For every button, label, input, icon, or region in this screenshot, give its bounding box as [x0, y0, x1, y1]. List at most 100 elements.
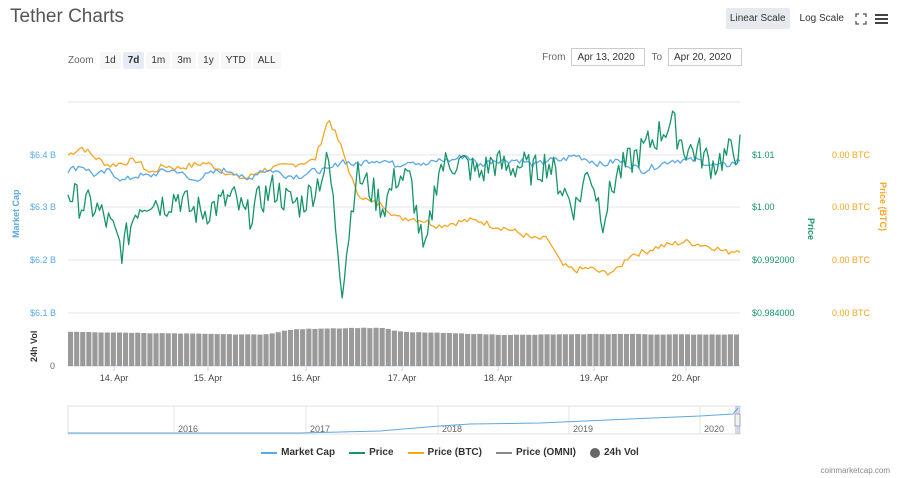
- vol-bar: [672, 334, 678, 366]
- vol-bar: [135, 332, 141, 366]
- vol-bar: [654, 334, 660, 366]
- x-tick-label: 17. Apr: [388, 373, 417, 383]
- legend-item-market-cap[interactable]: Market Cap: [261, 447, 335, 458]
- vol-bar: [336, 328, 342, 366]
- zoom-all-button[interactable]: ALL: [252, 52, 281, 69]
- vol-bar: [636, 334, 642, 366]
- vol-bar: [404, 331, 410, 366]
- vol-bar: [648, 334, 654, 366]
- legend-item-price[interactable]: Price: [349, 447, 394, 458]
- vol-bar: [385, 328, 391, 366]
- zoom-1y-button[interactable]: 1y: [198, 52, 219, 69]
- navigator-line: [68, 407, 739, 434]
- vol-bar: [196, 333, 202, 366]
- legend-price-btc-swatch: [407, 451, 424, 454]
- date-range: From To: [542, 48, 742, 66]
- vol-bar: [269, 333, 275, 366]
- credits[interactable]: coinmarketcap.com: [820, 466, 890, 475]
- legend-item-price-omni[interactable]: Price (OMNI): [495, 447, 576, 458]
- vol-bar: [526, 334, 532, 366]
- to-label: To: [651, 51, 662, 63]
- vol-bar: [355, 328, 361, 366]
- market-cap-tick-label: $6.1 B: [30, 308, 56, 318]
- x-tick-label: 18. Apr: [484, 373, 513, 383]
- zoom-label: Zoom: [68, 55, 94, 66]
- navigator-frame: [67, 405, 741, 435]
- vol-bar: [80, 332, 86, 366]
- vol-bar: [202, 333, 208, 366]
- vol-bar: [575, 334, 581, 366]
- legend-price-omni-swatch: [495, 451, 512, 454]
- price-btc-axis-label: Price (BTC): [878, 182, 888, 231]
- navigator-tick-label: 2016: [178, 424, 198, 434]
- price-btc-line: [67, 120, 741, 276]
- navigator-tick-label: 2019: [573, 424, 593, 434]
- vol-bar: [685, 334, 691, 366]
- vol-bar: [257, 334, 263, 366]
- zoom-7d-button[interactable]: 7d: [122, 52, 145, 69]
- vol-bar: [171, 333, 177, 366]
- vol-bar: [709, 334, 715, 366]
- vol-bar: [159, 333, 165, 366]
- vol-bar: [165, 333, 171, 366]
- vol-bar: [691, 334, 697, 366]
- vol-bar: [410, 332, 416, 366]
- vol-bar: [379, 328, 385, 366]
- vol-bar: [416, 332, 422, 366]
- legend-item-24h-vol[interactable]: 24h Vol: [590, 447, 639, 458]
- vol-bar: [123, 332, 129, 366]
- legend-market-cap-label: Market Cap: [281, 447, 336, 458]
- zoom-3m-button[interactable]: 3m: [172, 52, 197, 69]
- vol-bar: [538, 334, 544, 366]
- x-tick-label: 19. Apr: [580, 373, 609, 383]
- vol-bar: [452, 333, 458, 366]
- vol-bar: [116, 332, 122, 366]
- vol-bar: [391, 330, 397, 366]
- vol-bar: [220, 334, 226, 366]
- price-tick-label: $0.984000: [752, 308, 795, 318]
- legend-item-price-btc[interactable]: Price (BTC): [407, 447, 482, 458]
- menu-icon[interactable]: [874, 12, 888, 26]
- vol-bar: [153, 333, 159, 366]
- vol-bar: [703, 334, 709, 366]
- vol-bar: [623, 334, 629, 366]
- vol-bar: [630, 333, 636, 366]
- vol-bar: [129, 332, 135, 366]
- vol-bar: [318, 328, 324, 366]
- zoom-ytd-button[interactable]: YTD: [220, 52, 251, 69]
- price-line: [67, 110, 741, 299]
- vol-bar: [532, 334, 538, 366]
- vol-bar: [495, 334, 501, 366]
- x-tick-label: 20. Apr: [672, 373, 701, 383]
- legend-price-label: Price: [369, 447, 394, 458]
- linear-scale-button[interactable]: Linear Scale: [725, 8, 790, 29]
- chart-title: Tether Charts: [10, 6, 125, 27]
- price-btc-tick-label: 0.00 BTC: [832, 202, 871, 212]
- market-cap-axis-label: Market Cap: [11, 189, 21, 238]
- vol-bar: [446, 333, 452, 366]
- vol-bar: [581, 334, 587, 366]
- vol-bar: [666, 334, 672, 366]
- log-scale-button[interactable]: Log Scale: [799, 13, 844, 24]
- zoom-1d-button[interactable]: 1d: [99, 52, 121, 69]
- vol-bar: [721, 334, 727, 366]
- vol-bar: [232, 334, 238, 366]
- vol-bar: [141, 333, 147, 366]
- vol-tick-label: 0: [50, 361, 55, 371]
- zoom-1m-button[interactable]: 1m: [146, 52, 171, 69]
- vol-bar: [660, 334, 666, 366]
- legend-price-btc-label: Price (BTC): [427, 447, 482, 458]
- to-date-input[interactable]: [668, 48, 742, 66]
- from-date-input[interactable]: [571, 48, 646, 66]
- navigator-handle: [734, 413, 741, 427]
- vol-bar: [342, 328, 348, 366]
- price-tick-label: $1.01: [752, 150, 775, 160]
- fullscreen-icon[interactable]: [854, 12, 868, 26]
- vol-bar: [226, 334, 232, 366]
- market-cap-tick-label: $6.3 B: [30, 202, 56, 212]
- navigator-tick-label: 2020: [704, 424, 724, 434]
- x-tick-label: 15. Apr: [194, 373, 223, 383]
- vol-bar: [465, 333, 471, 366]
- vol-bar: [483, 334, 489, 366]
